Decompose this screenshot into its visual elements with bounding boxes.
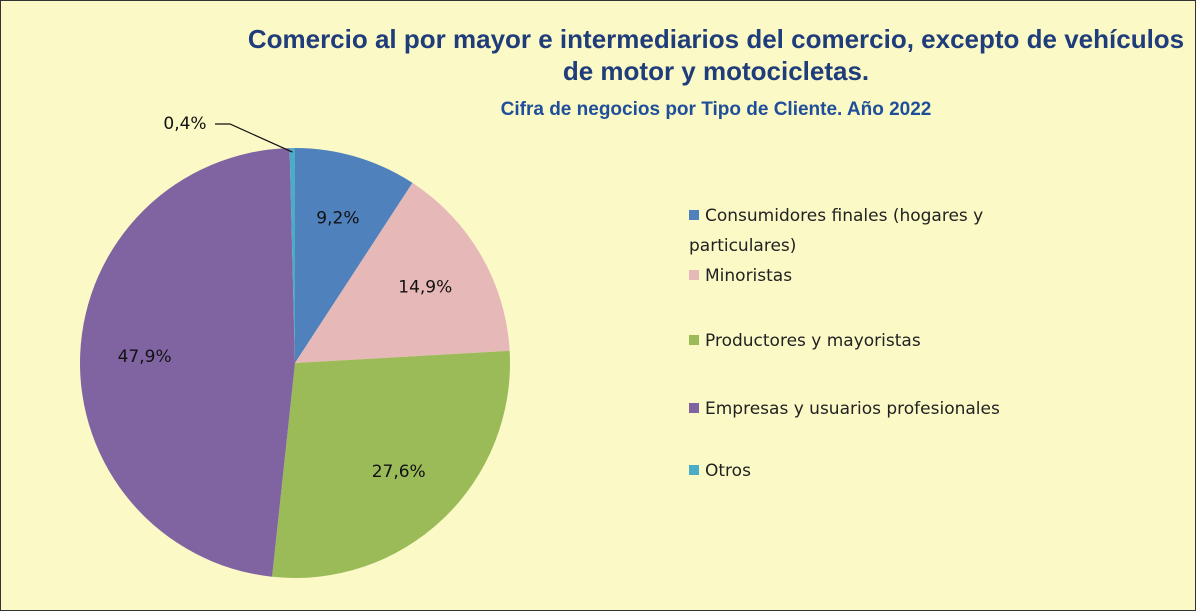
chart-subtitle: Cifra de negocios por Tipo de Cliente. A… — [500, 99, 932, 120]
legend-entry: Empresas y usuarios profesionales — [689, 394, 1089, 424]
data-label: 27,6% — [372, 462, 426, 482]
data-label: 0,4% — [163, 114, 206, 134]
legend-swatch — [689, 210, 699, 220]
data-label: 47,9% — [118, 347, 172, 367]
data-label: 9,2% — [316, 209, 359, 229]
legend-label: Productores y mayoristas — [705, 331, 921, 351]
legend-entry: Otros — [689, 456, 1089, 486]
legend-swatch — [689, 335, 699, 345]
legend-label: Minoristas — [705, 266, 793, 286]
legend-label: Empresas y usuarios profesionales — [705, 399, 1000, 419]
leader-line — [215, 123, 293, 153]
legend-label: Consumidores finales (hogares y particul… — [689, 206, 984, 256]
legend-entry: Minoristas — [689, 261, 1089, 291]
pie-slice — [272, 350, 510, 578]
pie-slice — [295, 182, 510, 363]
pie-slice — [289, 148, 295, 363]
legend-swatch — [689, 270, 699, 280]
chart-title: Comercio al por mayor e intermediarios d… — [247, 24, 1185, 86]
legend-label: Otros — [705, 461, 751, 481]
legend-swatch — [689, 465, 699, 475]
legend-swatch — [689, 403, 699, 413]
legend-entry: Consumidores finales (hogares y particul… — [689, 201, 1019, 261]
pie-slice — [80, 148, 295, 577]
pie-slice — [295, 148, 413, 363]
data-label: 14,9% — [398, 278, 452, 298]
legend-entry: Productores y mayoristas — [689, 326, 1089, 356]
